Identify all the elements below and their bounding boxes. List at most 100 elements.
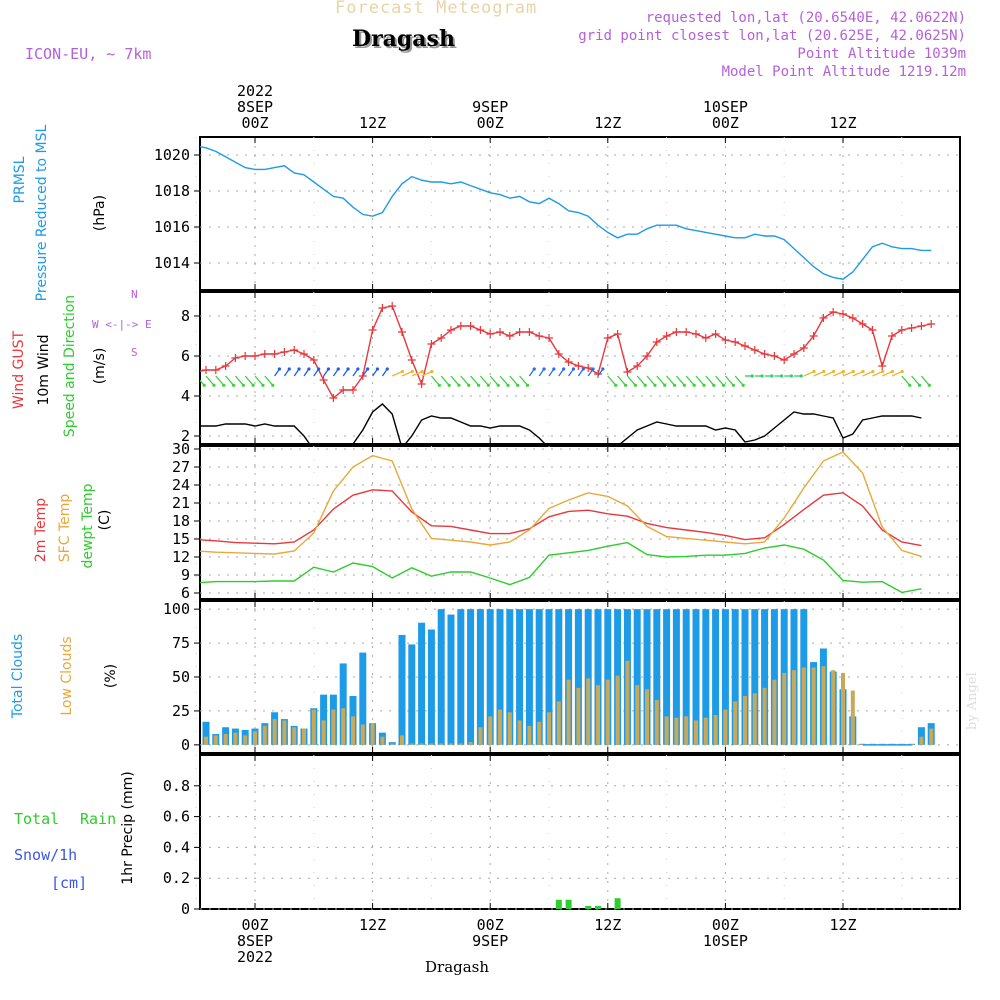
- wind-arrow-head: [682, 383, 686, 387]
- model-point-altitude: Model Point Altitude 1219.12m: [721, 64, 966, 80]
- bar-b: [262, 725, 267, 745]
- point-altitude: Point Altitude 1039m: [797, 46, 966, 62]
- wind-arrow-head: [271, 383, 275, 387]
- time-label-top: 9SEP: [472, 98, 508, 116]
- bar-a: [731, 609, 739, 745]
- wind-arrow: [430, 375, 440, 386]
- bar-a: [339, 663, 347, 745]
- gust-marker: [496, 328, 504, 336]
- bar-b: [507, 712, 512, 745]
- ytick-label: 21: [172, 494, 190, 512]
- gust-marker: [388, 302, 397, 310]
- bar-b: [684, 716, 689, 745]
- time-label-bottom: 12Z: [359, 916, 386, 934]
- bar-a: [741, 609, 749, 745]
- wind-arrow-head: [581, 367, 585, 371]
- gust-marker: [270, 350, 279, 358]
- gust-marker: [711, 330, 720, 338]
- bar-a: [447, 614, 455, 745]
- bar-b: [831, 670, 836, 745]
- bar-b: [576, 687, 581, 745]
- wind-arrow-head: [251, 383, 255, 387]
- wind-arrow-head: [812, 369, 816, 374]
- wind-arrow: [509, 375, 519, 386]
- wind-speed-direction-label: Speed and Direction: [62, 294, 78, 438]
- bar-b: [635, 685, 640, 745]
- ytick-label: 0.8: [163, 777, 190, 795]
- gust-marker: [868, 326, 877, 334]
- time-label-bottom: 9SEP: [472, 932, 508, 950]
- wind-arrow-head: [750, 374, 754, 378]
- ytick-label: 0.4: [163, 838, 190, 856]
- wind-arrow-head: [712, 383, 716, 387]
- ytick-label: 0: [181, 900, 190, 918]
- bar-b: [341, 708, 346, 745]
- wind-arrow-head: [287, 367, 291, 371]
- wind-arrow: [636, 375, 646, 386]
- wind-arrow-head: [457, 383, 461, 387]
- time-label-bottom: 12Z: [829, 916, 856, 934]
- wind-arrow: [479, 375, 489, 386]
- bar-a: [584, 609, 592, 745]
- bar-a: [721, 609, 729, 745]
- wind-arrow-head: [623, 383, 628, 387]
- wind-arrow: [205, 375, 215, 386]
- bar-a: [486, 609, 494, 745]
- ytick-label: 18: [172, 512, 190, 530]
- bar-a: [672, 609, 680, 745]
- gust-marker: [574, 362, 583, 370]
- plot-area: [200, 451, 922, 594]
- gust-marker: [300, 350, 308, 358]
- bar-a: [0, 731, 7, 745]
- wind-arrow: [460, 375, 470, 386]
- gust-marker: [535, 332, 544, 340]
- bar-b: [458, 743, 463, 745]
- wind-arrow: [862, 370, 874, 377]
- bar-b: [272, 719, 277, 745]
- bar-b: [537, 721, 542, 745]
- bar-a: [0, 729, 7, 745]
- panel-4: [194, 754, 961, 910]
- pressure-label-b: Pressure Reduced to MSL: [34, 124, 50, 302]
- wind-arrow-head: [506, 383, 510, 387]
- bar-b: [556, 701, 561, 745]
- bar-a: [467, 609, 475, 745]
- wind-arrow-head: [437, 383, 441, 387]
- wind-arrow: [901, 375, 911, 386]
- wind-arrow-head: [780, 374, 784, 378]
- panel-1: [194, 291, 961, 445]
- ytick-label: 4: [181, 387, 190, 405]
- wind-arrow-head: [542, 367, 546, 371]
- gust-marker: [515, 328, 524, 336]
- gust-marker: [652, 338, 661, 346]
- plot-area: [0, 609, 935, 746]
- snow-unit-label: [cm]: [51, 874, 88, 892]
- bar-a: [545, 609, 553, 745]
- wind-arrow-head: [261, 383, 265, 387]
- wind-arrow-head: [496, 383, 500, 387]
- wind-arrow-head: [297, 367, 301, 371]
- time-label-bottom: 00Z: [241, 916, 268, 934]
- wind-arrow-head: [385, 367, 389, 371]
- wind-arrow: [421, 370, 433, 377]
- wind-arrow-head: [908, 383, 912, 387]
- bar-a: [682, 609, 690, 745]
- gust-marker: [398, 328, 406, 336]
- gust-marker: [662, 332, 671, 340]
- bar-a: [770, 609, 778, 745]
- panel-frame: [199, 136, 961, 291]
- bar-a: [712, 609, 720, 745]
- compass-north: N: [131, 288, 138, 301]
- ytick-label: 1020: [154, 146, 190, 164]
- gust-marker: [231, 354, 240, 362]
- wind-arrow-head: [375, 367, 380, 371]
- gust-marker: [829, 308, 838, 316]
- bar-b: [821, 666, 826, 745]
- wind-arrow-head: [900, 369, 904, 374]
- wind-arrow: [715, 375, 725, 386]
- wind-arrow-head: [614, 383, 618, 387]
- ytick-label: 6: [181, 584, 190, 602]
- gust-marker: [809, 332, 818, 340]
- gust-marker: [437, 334, 446, 342]
- gust-marker: [486, 330, 495, 338]
